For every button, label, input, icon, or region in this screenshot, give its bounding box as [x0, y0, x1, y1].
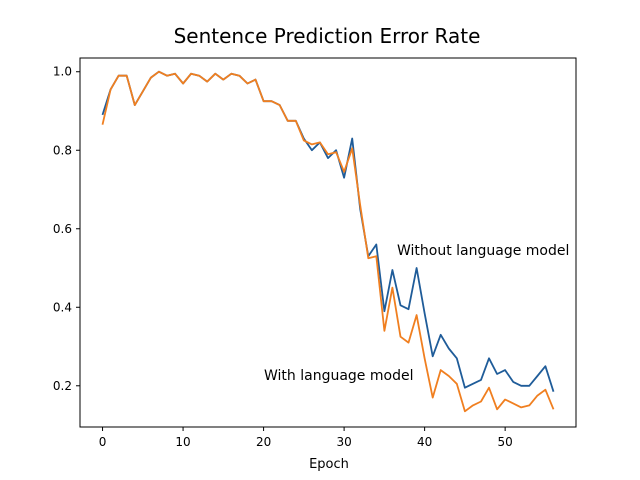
x-tick-label: 30	[336, 435, 351, 449]
y-tick-label: 0.2	[53, 379, 72, 393]
y-axis-ticks: 0.2 0.4 0.6 0.8 1.0	[53, 65, 80, 393]
x-tick-label: 20	[256, 435, 271, 449]
annotation-with-language-model: With language model	[264, 368, 413, 384]
x-tick-label: 10	[175, 435, 190, 449]
series-line-with-language-model	[101, 70, 555, 413]
y-tick-label: 1.0	[53, 65, 72, 79]
y-tick-label: 0.4	[53, 300, 72, 314]
chart-title: Sentence Prediction Error Rate	[174, 24, 481, 48]
plot-area	[101, 70, 555, 413]
x-tick-label: 50	[498, 435, 513, 449]
x-axis-ticks: 0 10 20 30 40 50	[99, 427, 513, 449]
x-tick-label: 40	[417, 435, 432, 449]
x-tick-label: 0	[99, 435, 107, 449]
y-tick-label: 0.8	[53, 143, 72, 157]
x-axis-label: Epoch	[309, 457, 349, 472]
plot-frame	[79, 57, 577, 428]
annotation-without-language-model: Without language model	[397, 243, 569, 259]
y-tick-label: 0.6	[53, 222, 72, 236]
